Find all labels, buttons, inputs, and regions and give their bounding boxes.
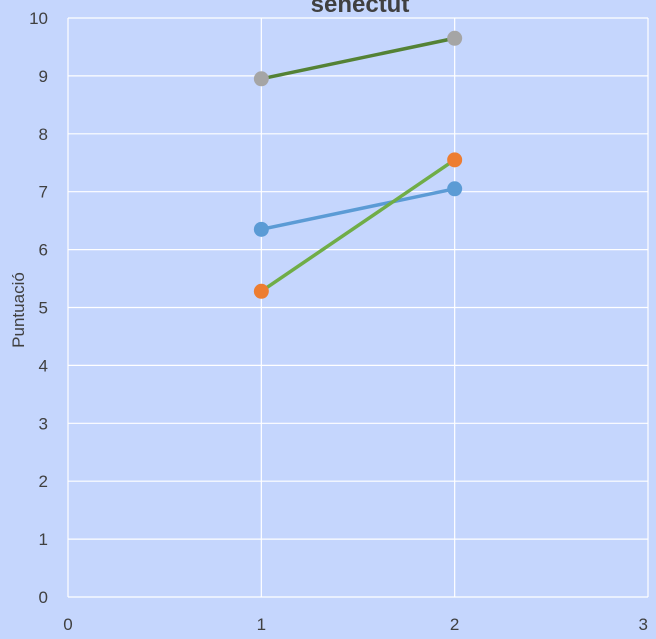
series-1-point	[447, 181, 463, 197]
series-3-point	[253, 71, 269, 87]
y-tick-label: 2	[39, 472, 48, 491]
x-tick-label: 3	[639, 615, 648, 634]
y-tick-label: 10	[29, 9, 48, 28]
y-tick-label: 3	[39, 414, 48, 433]
series-3-point	[447, 30, 463, 46]
y-ticks: 0 1 2 3 4 5 6 7 8 9 10	[29, 9, 48, 607]
x-ticks: 0 1 2 3	[63, 615, 648, 634]
y-tick-label: 8	[39, 125, 48, 144]
series-2-point	[447, 152, 463, 168]
series-2-point	[253, 283, 269, 299]
y-tick-label: 1	[39, 530, 48, 549]
chart-title: senectut	[311, 0, 410, 18]
x-tick-label: 0	[63, 615, 72, 634]
y-axis-label: Puntuació	[9, 272, 28, 348]
y-tick-label: 6	[39, 241, 48, 260]
y-tick-label: 7	[39, 183, 48, 202]
grid	[67, 17, 649, 598]
x-tick-label: 1	[257, 615, 266, 634]
y-tick-label: 5	[39, 299, 48, 318]
series-3-line	[260, 36, 456, 81]
x-tick-label: 2	[450, 615, 459, 634]
series-1-point	[253, 221, 269, 237]
series-1-line	[260, 187, 456, 232]
y-tick-label: 9	[39, 67, 48, 86]
y-tick-label: 0	[39, 588, 48, 607]
series-group	[253, 30, 463, 299]
y-tick-label: 4	[39, 356, 48, 375]
series-2-line	[260, 158, 456, 293]
